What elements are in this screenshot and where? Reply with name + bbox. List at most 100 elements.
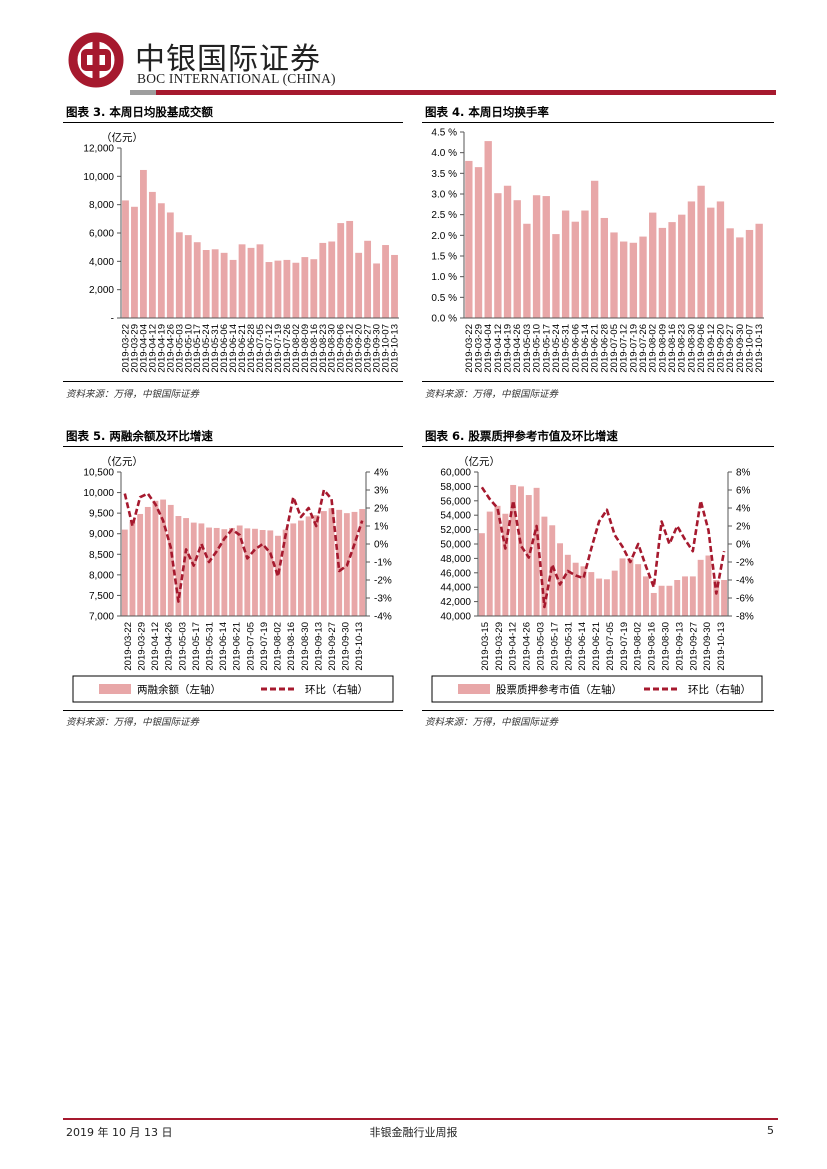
- legend-box: [431, 675, 763, 703]
- bar: [502, 513, 509, 616]
- x-tick-label: 2019-04-26: [165, 324, 176, 373]
- bar: [571, 221, 579, 318]
- x-tick-label: 2019-05-03: [522, 324, 533, 373]
- legend-bar-label: 股票质押参考市值（左轴）: [496, 683, 622, 696]
- y2-tick-label: -4%: [374, 612, 392, 623]
- bar: [244, 528, 251, 616]
- bar: [229, 527, 235, 616]
- bar: [518, 486, 524, 616]
- bar: [129, 521, 136, 616]
- y-tick-label: 58,000: [440, 482, 471, 493]
- legend-line-label: 环比（右轴）: [305, 683, 368, 696]
- x-tick-label: 2019-06-28: [246, 324, 257, 373]
- x-tick-label: 2019-03-29: [136, 622, 147, 671]
- y2-tick-label: 2%: [736, 522, 751, 533]
- bar: [220, 252, 228, 318]
- x-tick-label: 2019-06-21: [237, 324, 248, 373]
- figure-5-rule-bottom: [63, 710, 403, 711]
- bar: [503, 185, 512, 318]
- x-tick-label: 2019-05-24: [201, 324, 212, 373]
- y-tick-label: -: [111, 314, 114, 325]
- x-tick-label: 2019-08-30: [300, 622, 311, 671]
- x-tick-label: 2019-06-06: [570, 324, 581, 373]
- x-tick-label: 2019-06-21: [232, 622, 243, 671]
- x-tick-label: 2019-05-24: [551, 324, 562, 373]
- x-tick-label: 2019-05-10: [532, 324, 543, 373]
- bar: [190, 522, 197, 616]
- bar: [611, 570, 618, 616]
- bar: [596, 578, 603, 616]
- chart-daily-turnover-rate: 0.0 % 0.5 % 1.0 % 1.5 % 2.0 % 2.5 % 3.0 % 3.5 %…: [431, 128, 765, 373]
- bar: [600, 217, 608, 318]
- x-tick-label: 2019-03-15: [480, 622, 491, 671]
- x-tick-label: 2019-08-02: [273, 622, 284, 671]
- y2-tick-label: 4%: [736, 504, 751, 515]
- series-line-mom: [480, 486, 726, 609]
- bar: [639, 236, 647, 318]
- y-tick-label: 10,500: [83, 468, 114, 479]
- y-tick-label: 8,000: [89, 200, 114, 211]
- x-tick-label: 2019-10-07: [381, 324, 392, 373]
- bar: [552, 234, 560, 318]
- x-tick-label: 2019-05-31: [561, 324, 572, 373]
- y-tick-label: 2.5 %: [431, 210, 457, 221]
- x-tick-label: 2019-09-30: [341, 622, 352, 671]
- x-tick-label: 2019-05-17: [541, 324, 552, 373]
- bar: [275, 535, 281, 616]
- x-tick-label: 2019-08-23: [318, 324, 329, 373]
- y-tick-label: 46,000: [440, 568, 471, 579]
- x-tick-label: 2019-07-05: [245, 622, 256, 671]
- bar: [682, 576, 688, 616]
- x-tick-label: 2019-08-16: [309, 324, 320, 373]
- unit-label: （亿元）: [101, 131, 143, 144]
- bar: [121, 529, 128, 616]
- x-tick-label: 2019-09-30: [372, 324, 383, 373]
- figure-3-rule-bottom: [63, 381, 403, 382]
- bar: [166, 212, 174, 318]
- bar: [213, 527, 220, 616]
- figure-5-source: 资料来源：万得，中银国际证券: [66, 717, 200, 728]
- x-tick-label: 2019-07-12: [619, 324, 630, 373]
- bar: [373, 263, 380, 318]
- bar: [267, 530, 274, 616]
- bar: [588, 572, 595, 616]
- x-tick-label: 2019-06-28: [599, 324, 610, 373]
- y-tick-label: 8,000: [89, 570, 114, 581]
- brand-name-cn: 中银国际证券: [135, 42, 321, 77]
- bar: [310, 259, 318, 318]
- y-tick-label: 3.5 %: [431, 169, 457, 180]
- x-tick-label: 2019-07-19: [259, 622, 270, 671]
- x-tick-label: 2019-03-29: [494, 622, 505, 671]
- legend-bar-swatch: [458, 684, 490, 694]
- x-tick-label: 2019-05-03: [174, 324, 185, 373]
- x-tick-label: 2019-09-20: [354, 324, 365, 373]
- bar: [658, 227, 667, 318]
- x-tick-label: 2019-10-07: [745, 324, 756, 373]
- y2-tick-label: -6%: [736, 594, 754, 605]
- x-tick-label: 2019-06-14: [218, 622, 229, 671]
- bar: [359, 509, 366, 616]
- y-tick-label: 7,500: [89, 591, 114, 602]
- legend-box: [72, 675, 394, 703]
- x-tick-label: 2019-06-21: [591, 622, 602, 671]
- y-tick-label: 1.0 %: [431, 272, 457, 283]
- figure-6-source: 资料来源：万得，中银国际证券: [425, 717, 559, 728]
- bar: [478, 533, 485, 616]
- y-tick-label: 1.5 %: [431, 252, 457, 263]
- legend-bar-label: 两融余额（左轴）: [137, 683, 221, 696]
- x-tick-label: 2019-08-16: [647, 622, 658, 671]
- x-tick-label: 2019-04-19: [503, 324, 514, 373]
- bar: [649, 212, 657, 318]
- x-tick-label: 2019-04-04: [138, 324, 149, 373]
- x-tick-label: 2019-05-17: [549, 622, 560, 671]
- bar: [674, 580, 681, 616]
- bar: [283, 259, 291, 318]
- figure-3-source: 资料来源：万得，中银国际证券: [66, 389, 200, 400]
- bar: [292, 262, 300, 318]
- boc-logo-icon: [68, 32, 124, 88]
- x-tick-label: 2019-09-13: [313, 622, 324, 671]
- bar: [726, 228, 734, 318]
- bar: [629, 242, 638, 318]
- bar: [184, 235, 192, 318]
- y-tick-label: 8,500: [89, 550, 114, 561]
